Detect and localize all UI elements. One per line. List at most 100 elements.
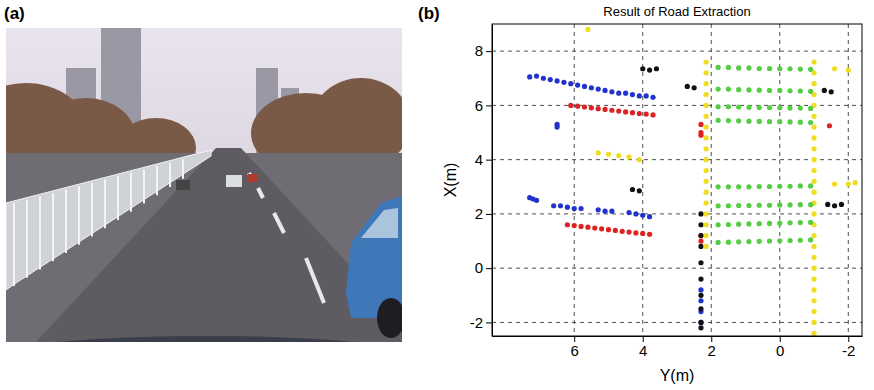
y-tick: 4 [475, 151, 492, 168]
point [685, 84, 690, 89]
point [585, 27, 590, 32]
x-tick: 0 [776, 336, 784, 359]
photo-fence-post [104, 179, 106, 228]
grid-line-x [711, 24, 712, 336]
point [565, 222, 570, 227]
y-tick: 0 [475, 259, 492, 276]
point [811, 255, 816, 260]
plot-frame [492, 24, 862, 336]
y-tick-label: 2 [475, 205, 483, 222]
point [746, 184, 751, 189]
photo-fence-post [13, 203, 15, 286]
point [637, 111, 642, 116]
grid [492, 24, 862, 336]
photo-fence-post [143, 169, 145, 203]
point [541, 76, 546, 81]
photo-panel [0, 28, 411, 368]
point [554, 124, 559, 129]
point [811, 276, 816, 281]
point [606, 152, 611, 157]
point [825, 202, 830, 207]
photo-car-window [361, 208, 398, 238]
photo-road [36, 148, 402, 342]
grid-line-y [492, 268, 862, 269]
point [589, 85, 594, 90]
point [572, 206, 577, 211]
point [811, 179, 816, 184]
point [640, 213, 645, 218]
photo-fence-post [65, 190, 67, 253]
point [798, 238, 803, 243]
grid-line-y [492, 159, 862, 160]
point [726, 240, 731, 245]
point [623, 91, 628, 96]
point [616, 91, 621, 96]
point [746, 203, 751, 208]
point [726, 87, 731, 92]
point [798, 106, 803, 111]
point [704, 114, 709, 119]
point [767, 105, 772, 110]
point [839, 202, 844, 207]
point [798, 66, 803, 71]
panel-label: (b) [418, 4, 440, 23]
point [698, 325, 703, 330]
point [808, 67, 813, 72]
point [626, 210, 631, 215]
point [757, 239, 762, 244]
y-axis: -202468 [470, 25, 493, 337]
point [585, 225, 590, 230]
point [726, 104, 731, 109]
point [736, 239, 741, 244]
point [572, 223, 577, 228]
grid-line-x [574, 24, 575, 336]
point [654, 66, 659, 71]
point [798, 88, 803, 93]
photo-fence-post [52, 193, 54, 261]
y-tick-label: -2 [470, 314, 483, 331]
point [787, 66, 792, 71]
point [811, 157, 816, 162]
point [716, 203, 721, 208]
point [811, 298, 816, 303]
point [596, 207, 601, 212]
point [787, 88, 792, 93]
photo-fence-post [26, 200, 28, 278]
point [609, 89, 614, 94]
point [811, 124, 816, 129]
point [582, 84, 587, 89]
y-tick-mark [486, 51, 492, 52]
point [551, 203, 556, 208]
point [575, 104, 580, 109]
photo-fence-post [130, 173, 132, 212]
point [609, 108, 614, 113]
series [630, 66, 844, 330]
point [630, 187, 635, 192]
point [633, 211, 638, 216]
point [746, 105, 751, 110]
point [777, 184, 782, 189]
point [777, 105, 782, 110]
y-axis-title: X(m) [442, 163, 459, 198]
point [582, 104, 587, 109]
point [640, 66, 645, 71]
point [704, 157, 709, 162]
point [716, 118, 721, 123]
point [811, 146, 816, 151]
y-tick-mark [486, 160, 492, 161]
point [787, 106, 792, 111]
point [698, 306, 703, 311]
y-tick-label: 6 [475, 97, 483, 114]
point [846, 68, 851, 73]
point [637, 93, 642, 98]
point [726, 118, 731, 123]
point [578, 224, 583, 229]
point [757, 184, 762, 189]
x-tick-label: 2 [708, 342, 716, 359]
point [561, 80, 566, 85]
point [647, 232, 652, 237]
point [811, 331, 816, 336]
point [777, 66, 782, 71]
y-axis-line [492, 25, 493, 337]
point [640, 231, 645, 236]
